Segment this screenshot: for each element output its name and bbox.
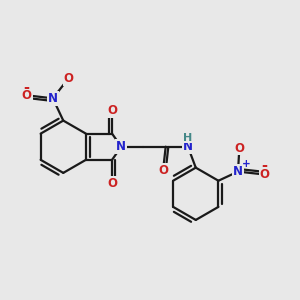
Text: O: O <box>64 72 74 85</box>
Text: O: O <box>260 168 270 181</box>
Text: O: O <box>107 103 117 117</box>
Text: H: H <box>183 133 193 142</box>
Text: O: O <box>22 89 32 102</box>
Text: N: N <box>233 165 243 178</box>
Text: +: + <box>242 159 251 169</box>
Text: N: N <box>48 92 58 105</box>
Text: N: N <box>116 140 126 153</box>
Text: N: N <box>183 140 193 153</box>
Text: -: - <box>24 80 30 95</box>
Text: -: - <box>262 158 268 173</box>
Text: O: O <box>234 142 244 154</box>
Text: O: O <box>107 177 117 190</box>
Text: O: O <box>158 164 168 177</box>
